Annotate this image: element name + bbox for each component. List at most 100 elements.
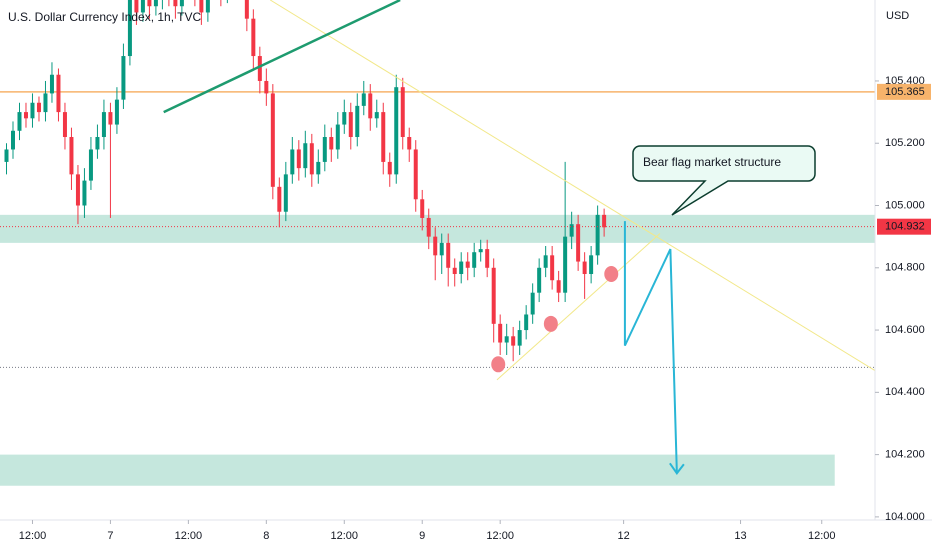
trend-line [163, 0, 401, 114]
candle-body [563, 236, 568, 293]
candle-body [374, 112, 379, 119]
candle-body [400, 87, 405, 138]
candle-body [459, 261, 464, 275]
callout-box [632, 145, 816, 216]
candle-body [550, 255, 555, 281]
candle-body [381, 112, 386, 162]
y-tick-label: 105.200 [885, 137, 925, 149]
candle-body [517, 330, 522, 346]
candle-body [179, 0, 184, 7]
y-tick-label: 105.000 [885, 199, 925, 211]
candle-body [30, 102, 35, 119]
candle-body [56, 74, 61, 113]
candle-body [69, 137, 74, 175]
y-tick-label: 104.200 [885, 449, 925, 461]
candle-body [62, 112, 67, 138]
candle-body [322, 137, 327, 162]
candle-body [439, 242, 444, 256]
x-tick-label: 12 [617, 530, 629, 542]
candle-body [589, 255, 594, 275]
candle-body [270, 93, 275, 187]
candle-body [446, 242, 451, 268]
candle-body [23, 112, 28, 119]
candle-body [283, 174, 288, 212]
x-tick-label: 12:00 [331, 530, 359, 542]
candle-body [335, 124, 340, 150]
candle-body [556, 280, 561, 293]
candle-body [82, 180, 87, 206]
marker [491, 356, 506, 373]
candle-body [407, 137, 412, 150]
candle-body [329, 137, 334, 150]
candle-body [88, 149, 93, 181]
candle-body [433, 236, 438, 256]
projection-path [623, 221, 678, 474]
y-tick-label: 104.000 [885, 511, 925, 523]
candle-body [114, 99, 119, 125]
trend-line [496, 233, 661, 381]
candle-body [4, 149, 9, 162]
x-tick-label: 12:00 [808, 530, 836, 542]
candle-body [394, 87, 399, 175]
x-tick-label: 7 [107, 530, 113, 542]
candle-body [108, 112, 113, 125]
candle-body [75, 174, 80, 206]
x-tick-label: 9 [419, 530, 425, 542]
y-tick-label: 104.600 [885, 324, 925, 336]
x-tick-label: 8 [263, 530, 269, 542]
candle-body [361, 93, 366, 106]
candle-body [413, 149, 418, 200]
candle-body [244, 0, 249, 19]
candle-body [17, 112, 22, 131]
candle-body [498, 323, 503, 343]
candle-body [595, 214, 600, 256]
y-tick-label: 104.400 [885, 386, 925, 398]
candle-body [134, 0, 139, 13]
chart-title: U.S. Dollar Currency Index, 1h, TVC [8, 10, 202, 24]
candle-body [127, 0, 132, 57]
candle-body [426, 217, 431, 237]
candle-body [264, 80, 269, 94]
candle-body [277, 186, 282, 212]
last-price-bg [877, 218, 931, 235]
zone [0, 214, 875, 243]
candle-body [485, 249, 490, 268]
x-tick-label: 12:00 [19, 530, 47, 542]
x-tick-label: 12:00 [486, 530, 514, 542]
zone [0, 454, 835, 486]
currency-label: USD [886, 10, 909, 22]
candle-body [576, 224, 581, 262]
candle-body [95, 137, 100, 150]
candle-body [355, 105, 360, 138]
candle-body [43, 93, 48, 113]
candle-body [569, 224, 574, 237]
candle-body [147, 0, 152, 7]
x-tick-label: 13 [734, 530, 746, 542]
candle-body [36, 102, 41, 113]
price-label-bg [877, 83, 931, 100]
marker [543, 315, 558, 332]
candle-body [420, 199, 425, 218]
candle-body [303, 143, 308, 169]
candle-body [342, 112, 347, 125]
candle-body [524, 314, 529, 331]
candle-body [296, 149, 301, 169]
x-tick-label: 12:00 [175, 530, 203, 542]
candle-body [205, 0, 210, 13]
candle-body [348, 112, 353, 138]
candle-body [121, 56, 126, 100]
candle-body [251, 18, 256, 57]
candle-body [290, 149, 295, 175]
candle-body [504, 336, 509, 343]
y-tick-label: 104.800 [885, 262, 925, 274]
candle-body [309, 143, 314, 175]
candle-body [602, 214, 607, 228]
candle-body [465, 261, 470, 268]
candle-body [511, 336, 516, 346]
candle-body [49, 74, 54, 94]
candle-body [478, 249, 483, 253]
trend-line [269, 0, 875, 371]
candle-body [582, 261, 587, 275]
candle-body [452, 267, 457, 275]
